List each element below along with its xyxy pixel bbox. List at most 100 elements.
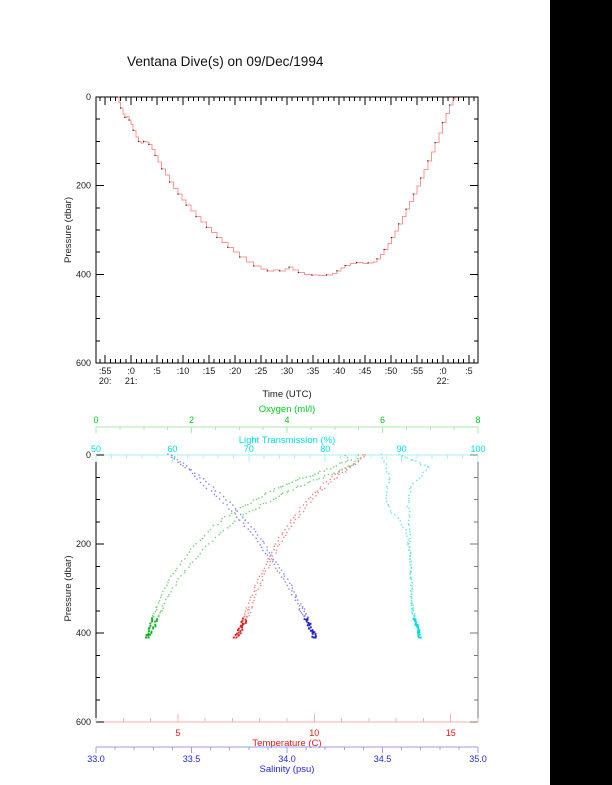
data-point [189,548,192,550]
data-point [322,482,325,484]
data-point [173,456,176,458]
data-point [281,485,284,487]
data-point [311,631,314,634]
data-point [409,552,412,555]
data-point [235,509,237,511]
data-point [389,477,391,479]
data-point [408,558,411,560]
data-point [228,508,230,510]
data-point [301,606,304,608]
data-point [317,492,319,494]
data-point [210,490,213,492]
data-point [304,614,307,616]
data-point [409,537,411,540]
data-point [236,516,238,518]
data-point [323,470,325,472]
data-point [412,610,414,612]
data-point [234,513,237,515]
data-point [243,615,246,618]
data-point [155,619,158,622]
data-point [410,459,412,461]
oxygen-axis-title: Oxygen (ml/l) [259,404,315,415]
data-point [305,620,308,623]
data-point [410,590,413,593]
data-point [336,477,338,479]
data-point [177,461,179,464]
data-point [297,603,299,605]
data-point [409,540,411,542]
data-point [414,613,416,615]
data-point [249,599,251,601]
data-point [288,482,290,485]
data-point [408,549,410,551]
data-point [180,560,183,562]
pressure-axis-title: Pressure (dbar) [63,556,74,622]
data-point [262,502,265,505]
data-point [329,478,331,481]
data-point [270,554,272,556]
data-point [222,502,224,504]
data-point [220,520,222,522]
dive-profile-point [427,160,429,162]
data-point [408,546,411,548]
data-point [281,540,283,542]
data-point [388,479,391,481]
data-point [170,591,172,593]
data-point [311,630,314,633]
data-point [254,531,257,533]
data-point [186,554,189,556]
data-point [214,490,216,492]
data-point [264,493,266,495]
data-point [351,464,353,467]
data-point [332,466,335,468]
data-point [278,572,281,574]
data-point [278,543,280,546]
data-point [385,467,387,470]
data-point [275,561,277,563]
pressure-axis-title: Pressure (dbar) [63,197,74,263]
data-point [165,598,167,601]
data-point [261,496,263,498]
data-point [242,522,245,524]
data-point [245,620,248,623]
data-point [147,634,150,637]
data-point [188,566,190,568]
data-point [253,596,256,599]
data-point [230,510,233,512]
data-point [156,606,158,608]
data-point [251,607,253,609]
data-point [302,504,304,506]
data-point [150,632,153,634]
data-point [334,473,336,475]
data-point [295,486,298,488]
data-point [184,570,186,572]
data-point [175,584,177,586]
data-point [298,510,301,513]
data-point [409,558,411,560]
data-point [240,621,243,623]
light-tick-label: 70 [244,444,254,454]
data-point [305,501,307,503]
data-point [349,466,351,469]
data-point [253,528,255,530]
data-point [277,540,279,542]
data-point [401,455,403,457]
data-point [413,619,416,622]
data-point [241,619,244,622]
data-point [291,590,293,592]
data-point [233,512,236,514]
data-point [408,494,410,497]
data-point [253,590,255,592]
data-point [410,602,412,604]
data-point [199,552,201,555]
data-point [316,479,318,481]
data-point [259,503,262,506]
data-point [255,498,258,501]
data-point [275,549,278,552]
data-point [162,590,164,593]
data-point [418,636,421,639]
data-point [275,552,277,554]
dive-profile-point [143,140,145,142]
data-point [265,563,267,566]
